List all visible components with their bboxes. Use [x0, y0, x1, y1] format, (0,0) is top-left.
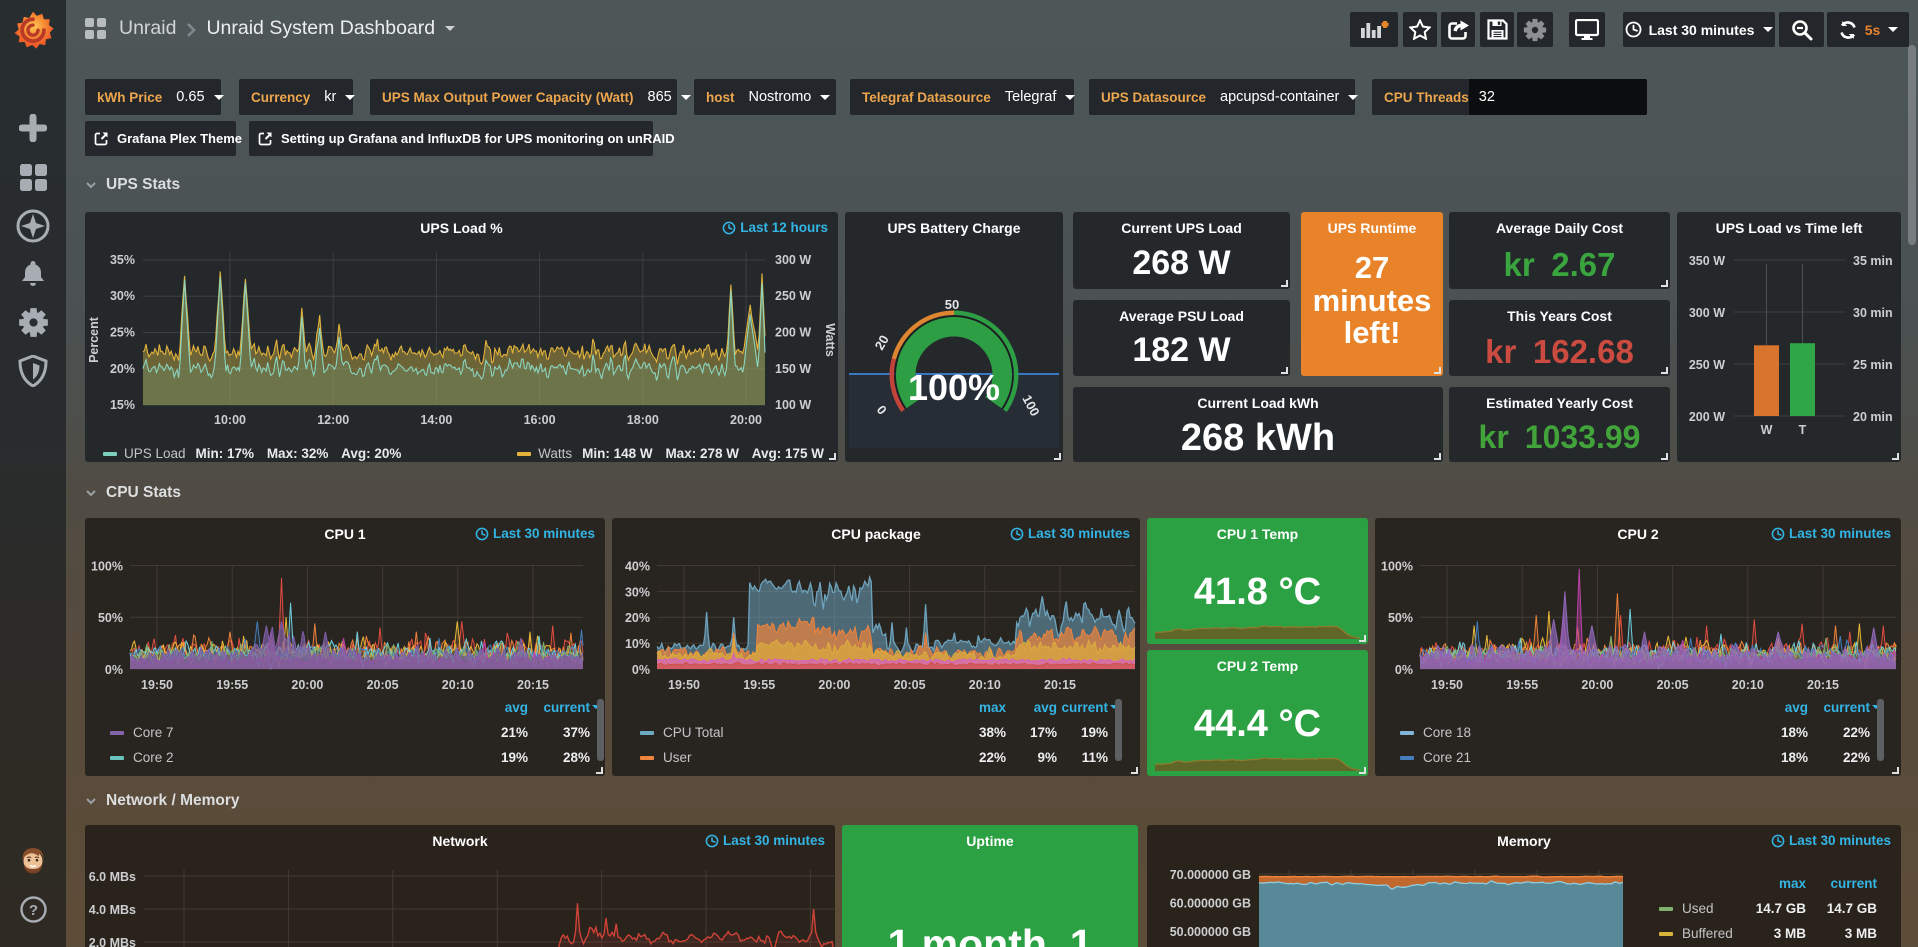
svg-text:100%: 100% — [1381, 560, 1413, 574]
svg-text:100%: 100% — [91, 560, 123, 574]
svg-text:20:05: 20:05 — [894, 678, 926, 692]
svg-text:20:00: 20:00 — [1581, 678, 1613, 692]
svg-text:19:50: 19:50 — [668, 678, 700, 692]
svg-text:20:05: 20:05 — [1657, 678, 1689, 692]
svg-text:15%: 15% — [110, 398, 135, 412]
svg-text:25 min: 25 min — [1853, 358, 1893, 372]
svg-text:20:15: 20:15 — [1807, 678, 1839, 692]
svg-text:Percent: Percent — [87, 316, 101, 363]
svg-text:16:00: 16:00 — [524, 413, 556, 427]
svg-text:350 W: 350 W — [1689, 254, 1725, 268]
svg-text:20:10: 20:10 — [442, 678, 474, 692]
svg-text:200 W: 200 W — [775, 326, 811, 340]
svg-text:0%: 0% — [105, 663, 123, 677]
svg-text:20%: 20% — [625, 611, 650, 625]
svg-text:250 W: 250 W — [775, 289, 811, 303]
svg-text:T: T — [1799, 423, 1807, 437]
svg-text:70.000000 GB: 70.000000 GB — [1170, 868, 1251, 882]
svg-text:4.0 MBs: 4.0 MBs — [89, 903, 136, 917]
svg-text:20%: 20% — [110, 362, 135, 376]
svg-text:25%: 25% — [110, 326, 135, 340]
svg-text:2.0 MBs: 2.0 MBs — [89, 936, 136, 947]
svg-text:0%: 0% — [632, 663, 650, 677]
svg-text:40%: 40% — [625, 560, 650, 574]
svg-text:19:55: 19:55 — [216, 678, 248, 692]
svg-text:19:55: 19:55 — [743, 678, 775, 692]
svg-text:30 min: 30 min — [1853, 306, 1893, 320]
svg-text:300 W: 300 W — [775, 253, 811, 267]
svg-text:20:00: 20:00 — [730, 413, 762, 427]
svg-text:35 min: 35 min — [1853, 254, 1893, 268]
svg-text:18:00: 18:00 — [627, 413, 659, 427]
svg-text:50.000000 GB: 50.000000 GB — [1170, 925, 1251, 939]
svg-text:20 min: 20 min — [1853, 410, 1893, 424]
svg-text:12:00: 12:00 — [317, 413, 349, 427]
svg-text:250 W: 250 W — [1689, 358, 1725, 372]
svg-text:19:50: 19:50 — [1431, 678, 1463, 692]
svg-text:50%: 50% — [98, 611, 123, 625]
svg-text:35%: 35% — [110, 253, 135, 267]
svg-text:50%: 50% — [1388, 611, 1413, 625]
svg-text:20:00: 20:00 — [818, 678, 850, 692]
svg-text:300 W: 300 W — [1689, 306, 1725, 320]
svg-text:19:55: 19:55 — [1506, 678, 1538, 692]
svg-text:60.000000 GB: 60.000000 GB — [1170, 897, 1251, 911]
svg-text:30%: 30% — [110, 289, 135, 303]
svg-text:100 W: 100 W — [775, 398, 811, 412]
svg-text:14:00: 14:00 — [420, 413, 452, 427]
svg-text:W: W — [1761, 423, 1773, 437]
svg-text:20: 20 — [872, 332, 892, 352]
svg-text:30%: 30% — [625, 585, 650, 599]
svg-text:10%: 10% — [625, 637, 650, 651]
svg-text:20:00: 20:00 — [291, 678, 323, 692]
svg-text:20:10: 20:10 — [969, 678, 1001, 692]
svg-text:20:10: 20:10 — [1732, 678, 1764, 692]
svg-text:19:50: 19:50 — [141, 678, 173, 692]
svg-text:200 W: 200 W — [1689, 410, 1725, 424]
svg-text:20:05: 20:05 — [367, 678, 399, 692]
svg-text:?: ? — [28, 902, 37, 919]
svg-text:100%: 100% — [908, 367, 1000, 408]
svg-text:0%: 0% — [1395, 663, 1413, 677]
svg-text:10:00: 10:00 — [214, 413, 246, 427]
svg-text:50: 50 — [945, 297, 959, 312]
svg-text:Watts: Watts — [823, 323, 837, 357]
svg-text:20:15: 20:15 — [517, 678, 549, 692]
svg-text:20:15: 20:15 — [1044, 678, 1076, 692]
svg-text:6.0 MBs: 6.0 MBs — [89, 870, 136, 884]
svg-text:150 W: 150 W — [775, 362, 811, 376]
